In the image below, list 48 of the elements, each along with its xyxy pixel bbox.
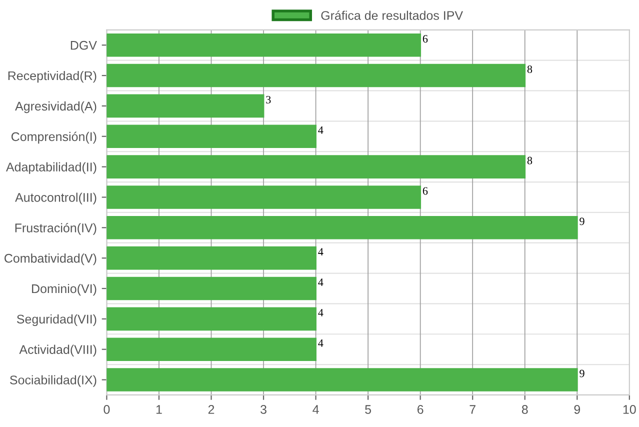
y-tick-label: Receptividad(R) — [8, 70, 96, 83]
y-tick-label: Dominio(VI) — [32, 284, 96, 296]
x-tick-label: 4 — [312, 405, 319, 414]
bar — [106, 155, 526, 178]
y-tick-label: Combatividad(V) — [4, 254, 96, 266]
data-label: 3 — [266, 96, 271, 104]
bar — [106, 33, 422, 57]
bar — [106, 246, 316, 270]
data-label: 8 — [527, 66, 532, 73]
data-label: 4 — [318, 278, 324, 286]
legend-label: Gráfica de resultados IPV — [321, 10, 463, 20]
data-label: 4 — [318, 248, 324, 256]
y-tick-label: Seguridad(VII) — [16, 314, 96, 326]
x-tick-label: 0 — [104, 405, 110, 414]
y-tick-label: Sociabilidad(IX) — [10, 375, 96, 387]
data-label: 4 — [318, 308, 324, 316]
bar — [106, 64, 526, 88]
x-tick-label: 7 — [470, 405, 476, 414]
x-tick-label: 1 — [156, 405, 162, 414]
x-tick-label: 9 — [574, 405, 580, 414]
x-tick-label: 6 — [417, 405, 424, 414]
y-tick-label: Comprensión(I) — [11, 132, 96, 144]
data-label: 6 — [422, 187, 428, 195]
data-label: 9 — [580, 370, 584, 378]
y-tick-label: Adaptabilidad(II) — [6, 162, 96, 174]
y-tick-label: Agresividad(A) — [15, 101, 96, 114]
bar — [106, 124, 316, 148]
data-label: 6 — [422, 35, 428, 43]
x-tick-label: 8 — [522, 405, 528, 414]
bar — [106, 216, 578, 240]
x-tick-label: 10 — [623, 405, 636, 414]
x-tick-label: 5 — [365, 405, 372, 414]
x-tick-label: 3 — [260, 405, 266, 414]
bar — [106, 276, 316, 300]
y-tick-label: Actividad(VIII) — [19, 344, 96, 356]
data-label: 4 — [318, 126, 324, 134]
data-label: 4 — [318, 339, 324, 347]
y-tick-label: Frustración(IV) — [15, 223, 96, 235]
data-label: 9 — [580, 218, 584, 226]
bar — [106, 338, 316, 361]
bar — [106, 368, 578, 392]
y-tick-label: DGV — [70, 40, 97, 50]
bar — [106, 186, 422, 209]
data-label: 8 — [527, 156, 532, 164]
x-tick-label: 2 — [208, 405, 214, 414]
y-tick-label: Autocontrol(III) — [15, 192, 96, 204]
bar — [106, 94, 264, 118]
bar — [106, 307, 316, 331]
